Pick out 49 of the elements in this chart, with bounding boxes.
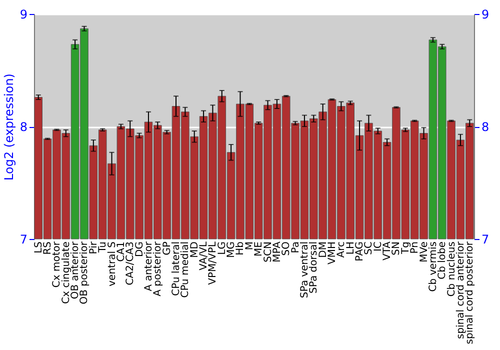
- x-tick-label: SCN: [262, 242, 274, 262]
- x-tick-label: Pa: [290, 242, 302, 254]
- x-tick-label: Cb vermis: [428, 242, 439, 292]
- x-tick-label: A posterior: [152, 240, 164, 296]
- x-tick-label: CA2/CA3: [125, 242, 136, 286]
- x-tick-label: A anterior: [143, 240, 154, 292]
- x-tick-label: LH: [345, 242, 356, 255]
- x-tick-label: MPA: [272, 241, 283, 262]
- y-axis-title: Log2 (expression): [2, 74, 16, 180]
- x-tick-label: ventral S: [106, 242, 118, 286]
- x-tick-label: OB posterior: [79, 240, 90, 304]
- x-tick-label: SPa ventral: [299, 242, 310, 298]
- x-tick-label: CA1: [116, 242, 127, 262]
- x-tick-label: Pir: [88, 240, 100, 254]
- x-tick-label: LG: [216, 242, 228, 255]
- x-tick-label: Cb lobe: [437, 242, 448, 280]
- x-tick-label: VPM/VPL: [208, 241, 219, 285]
- x-tick-label: SPa dorsal: [308, 242, 320, 294]
- x-tick-label: MVe: [418, 242, 430, 262]
- x-tick-label: Pn: [410, 242, 421, 254]
- x-tick-label: DM: [318, 242, 329, 258]
- x-tick-label: M: [244, 242, 256, 250]
- x-tick-label: Hb: [235, 242, 246, 256]
- x-tick-label: Cb nucleus: [446, 242, 458, 297]
- x-tick-label: Tg: [400, 242, 412, 255]
- x-tick-label: LS: [33, 242, 44, 254]
- x-tick-label: VMH: [327, 242, 338, 264]
- x-tick-label: MD: [189, 241, 200, 258]
- x-tick-label: SC: [364, 241, 375, 255]
- x-tick-label: spinal cord anterior: [455, 240, 466, 339]
- x-tick-label: CPu medial: [180, 242, 192, 298]
- x-tick-label: Arc: [336, 242, 348, 258]
- x-tick-label: Tu: [98, 242, 109, 254]
- x-tick-label: Cx cingulate: [60, 242, 72, 304]
- x-tick-label: DG: [134, 242, 146, 257]
- x-tick-label: SN: [391, 242, 402, 256]
- y-tick-label: 9: [20, 8, 28, 22]
- x-tick-label: RS: [42, 242, 54, 255]
- x-tick-label: ME: [254, 242, 265, 256]
- x-tick-label: CPu lateral: [171, 242, 182, 296]
- y2-tick-label: 9: [482, 8, 490, 22]
- x-tick-label: IC: [372, 241, 384, 252]
- x-tick-label: GP: [162, 242, 173, 256]
- x-tick-label: spinal cord posterior: [464, 240, 476, 344]
- y-tick-label: 8: [20, 120, 28, 134]
- y2-tick-label: 8: [482, 120, 490, 134]
- y-tick-label: 7: [20, 232, 28, 246]
- y2-tick-label: 7: [482, 232, 490, 246]
- x-tick-label: SO: [281, 241, 292, 256]
